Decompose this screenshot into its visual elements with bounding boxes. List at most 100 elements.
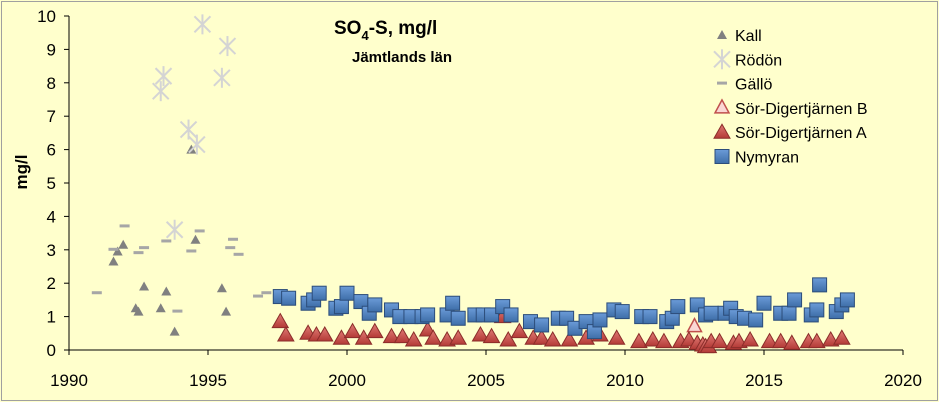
data-point bbox=[139, 281, 150, 291]
chart-subtitle: Jämtlands län bbox=[352, 49, 452, 66]
data-point bbox=[760, 332, 779, 349]
data-point bbox=[276, 325, 295, 342]
axes: 1990 1995 2000 2005 2010 2015 2020 0 1 2 3 4 5 6 7 8 9 1… bbox=[37, 7, 922, 390]
data-point bbox=[343, 322, 362, 339]
x-tick-label: 2010 bbox=[606, 371, 644, 390]
legend-marker bbox=[713, 49, 731, 70]
data-point bbox=[807, 332, 826, 349]
data-point bbox=[216, 283, 227, 293]
data-point bbox=[482, 327, 501, 344]
data-point bbox=[172, 309, 183, 313]
data-point bbox=[112, 246, 123, 256]
series-nymyran bbox=[272, 277, 855, 340]
data-point bbox=[213, 67, 231, 88]
data-point bbox=[404, 330, 423, 347]
data-point bbox=[165, 219, 184, 240]
x-tick-label: 1990 bbox=[50, 371, 88, 390]
data-point bbox=[218, 36, 237, 57]
data-point bbox=[503, 307, 519, 323]
data-point bbox=[670, 299, 686, 315]
y-tick-label: 3 bbox=[47, 241, 56, 260]
title-main: SO bbox=[334, 18, 361, 39]
y-ticks: 0 1 2 3 4 5 6 7 8 9 10 bbox=[37, 7, 69, 360]
y-tick-label: 10 bbox=[37, 7, 56, 26]
data-point bbox=[543, 330, 562, 347]
data-point bbox=[108, 256, 119, 266]
data-point bbox=[186, 249, 197, 253]
data-point bbox=[449, 329, 468, 345]
legend-label: Sör-Digertjärnen B bbox=[735, 101, 868, 118]
data-point bbox=[424, 329, 443, 345]
legend-label: Kall bbox=[735, 28, 762, 45]
legend-label: Sör-Digertjärnen A bbox=[735, 125, 867, 142]
data-point bbox=[221, 306, 232, 316]
legend-marker bbox=[713, 98, 731, 114]
data-point bbox=[179, 119, 198, 140]
data-points bbox=[91, 14, 855, 354]
data-point bbox=[686, 317, 703, 333]
y-tick-label: 5 bbox=[47, 174, 56, 193]
data-point bbox=[315, 325, 334, 342]
data-point bbox=[91, 291, 102, 295]
data-point bbox=[161, 239, 172, 243]
data-point bbox=[393, 327, 412, 344]
legend-item: Gällö bbox=[717, 77, 772, 94]
legend-marker bbox=[717, 30, 727, 39]
legend-marker bbox=[714, 149, 730, 164]
data-point bbox=[534, 317, 550, 333]
data-point bbox=[261, 291, 272, 295]
data-point bbox=[560, 330, 579, 347]
legend-item: Rödön bbox=[713, 49, 782, 70]
data-point bbox=[809, 302, 825, 318]
data-point bbox=[233, 252, 244, 256]
legend-item: Kall bbox=[717, 28, 762, 45]
y-tick-label: 7 bbox=[47, 107, 56, 126]
y-tick-label: 4 bbox=[47, 207, 56, 226]
y-tick-label: 6 bbox=[47, 141, 56, 160]
x-tick-label: 2005 bbox=[467, 371, 505, 390]
legend-item: Nymyran bbox=[714, 149, 799, 167]
data-point bbox=[703, 305, 719, 321]
data-point bbox=[190, 234, 201, 244]
data-point bbox=[119, 224, 130, 228]
legend-marker bbox=[717, 81, 727, 85]
legend: Kall Rödön Gällö Sör-Digertjärnen B Sör-Dige… bbox=[713, 28, 868, 167]
data-point bbox=[333, 299, 349, 315]
data-point bbox=[630, 332, 648, 349]
data-point bbox=[133, 251, 144, 255]
x-tick-label: 2020 bbox=[884, 371, 922, 390]
x-tick-label: 2000 bbox=[328, 371, 366, 390]
data-point bbox=[771, 332, 790, 349]
data-point bbox=[133, 306, 144, 316]
x-tick-label: 1995 bbox=[189, 371, 227, 390]
data-point bbox=[450, 310, 466, 326]
data-point bbox=[139, 246, 150, 250]
y-tick-label: 9 bbox=[47, 40, 56, 59]
data-point bbox=[152, 81, 170, 102]
data-point bbox=[510, 322, 529, 339]
data-point bbox=[781, 305, 797, 321]
y-tick-label: 0 bbox=[47, 341, 56, 360]
x-ticks: 1990 1995 2000 2005 2010 2015 2020 bbox=[50, 350, 922, 390]
series-r-d-n bbox=[152, 14, 237, 240]
data-point bbox=[741, 330, 759, 347]
data-point bbox=[812, 277, 828, 293]
legend-marker bbox=[713, 123, 731, 139]
x-tick-label: 2015 bbox=[745, 371, 783, 390]
data-point bbox=[445, 295, 461, 311]
legend-label: Nymyran bbox=[735, 150, 799, 167]
legend-item: Sör-Digertjärnen A bbox=[713, 123, 867, 142]
y-tick-label: 8 bbox=[47, 74, 56, 93]
data-point bbox=[155, 303, 166, 313]
data-point bbox=[382, 327, 401, 344]
data-point bbox=[471, 325, 490, 342]
data-point bbox=[228, 237, 239, 241]
data-point bbox=[756, 295, 772, 311]
data-point bbox=[188, 134, 206, 155]
title-rest: -S, mg/l bbox=[369, 18, 438, 39]
data-point bbox=[607, 329, 626, 345]
data-point bbox=[161, 286, 172, 296]
data-point bbox=[194, 229, 205, 233]
data-point bbox=[108, 247, 119, 251]
data-point bbox=[311, 285, 327, 301]
